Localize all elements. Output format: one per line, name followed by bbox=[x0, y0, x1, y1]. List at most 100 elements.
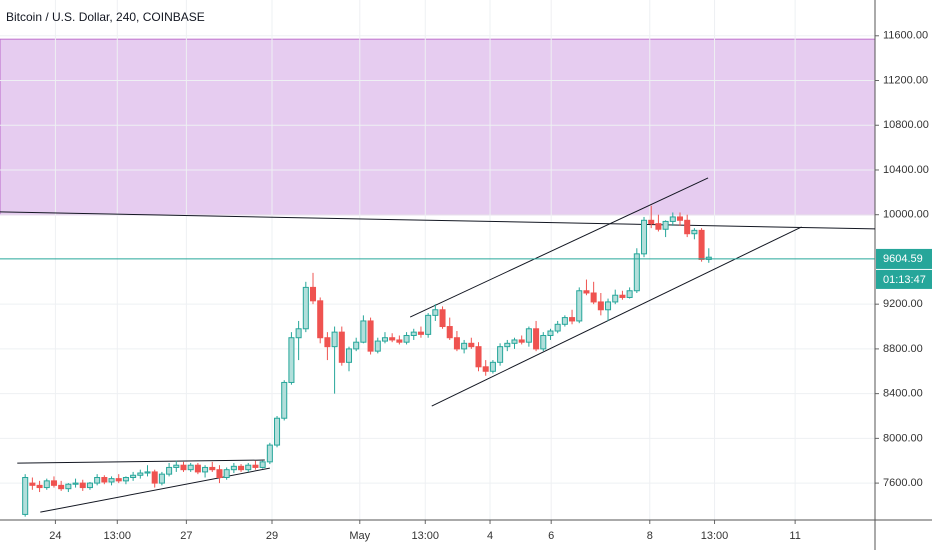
candle-body bbox=[446, 326, 453, 339]
candle-body bbox=[101, 477, 108, 483]
candle-body bbox=[381, 337, 388, 342]
candle-body bbox=[130, 474, 137, 479]
candle-body bbox=[223, 469, 230, 479]
candle-body bbox=[583, 290, 590, 294]
candle-body bbox=[367, 320, 374, 352]
candle-body bbox=[497, 346, 504, 363]
x-tick-label: 13:00 bbox=[701, 530, 729, 542]
candle-body bbox=[540, 334, 547, 350]
y-tick-label: 8400.00 bbox=[883, 388, 923, 400]
candle-body bbox=[266, 444, 273, 463]
candle-body bbox=[180, 464, 187, 471]
candle-body bbox=[633, 253, 640, 292]
candle-body bbox=[461, 342, 468, 350]
trendline bbox=[0, 211, 876, 230]
x-tick-label: 6 bbox=[548, 530, 554, 542]
candle-body bbox=[590, 292, 597, 303]
y-tick-label: 10400.00 bbox=[883, 164, 929, 176]
trendline bbox=[431, 226, 802, 407]
candle-body bbox=[554, 323, 561, 332]
candle-body bbox=[259, 461, 266, 468]
candle-body bbox=[482, 366, 489, 372]
candle-body bbox=[151, 471, 158, 484]
candle-body bbox=[684, 219, 691, 235]
x-tick-label: May bbox=[349, 530, 370, 542]
candle-body bbox=[72, 482, 79, 485]
candle-body bbox=[489, 361, 496, 372]
y-tick-label: 11600.00 bbox=[883, 30, 928, 42]
candle-body bbox=[281, 381, 288, 419]
candle-body bbox=[396, 339, 403, 343]
y-tick-label: 11200.00 bbox=[883, 74, 928, 86]
trendline bbox=[17, 459, 265, 464]
trendline bbox=[409, 177, 709, 318]
candle-body bbox=[432, 309, 439, 316]
candle-body bbox=[475, 346, 482, 368]
candle-body bbox=[619, 294, 626, 298]
candle-body bbox=[22, 477, 29, 515]
candle-body bbox=[626, 290, 633, 298]
candle-body bbox=[94, 477, 101, 484]
last-price-label: 9604.59 bbox=[883, 253, 923, 265]
candle-body bbox=[576, 290, 583, 322]
candle-body bbox=[511, 339, 518, 344]
resistance-zone bbox=[0, 38, 876, 216]
candle-body bbox=[295, 328, 302, 339]
candle-body bbox=[439, 309, 446, 328]
candle-body bbox=[533, 328, 540, 350]
candle-body bbox=[36, 484, 43, 489]
candle-body bbox=[317, 300, 324, 339]
y-tick-label: 8800.00 bbox=[883, 343, 923, 355]
y-tick-label: 10000.00 bbox=[883, 209, 929, 221]
x-tick-label: 4 bbox=[487, 530, 493, 542]
x-tick-label: 8 bbox=[647, 530, 653, 542]
candle-body bbox=[86, 482, 93, 489]
candle-body bbox=[115, 478, 122, 482]
candle-body bbox=[597, 301, 604, 311]
candle-body bbox=[374, 340, 381, 352]
candle-body bbox=[216, 469, 223, 479]
candle-body bbox=[705, 256, 712, 260]
candle-body bbox=[468, 342, 475, 348]
candle-body bbox=[504, 342, 511, 348]
countdown-box bbox=[876, 269, 932, 289]
x-tick-label: 29 bbox=[266, 530, 278, 542]
candle-body bbox=[144, 471, 151, 474]
x-tick-label: 13:00 bbox=[412, 530, 440, 542]
candle-body bbox=[122, 477, 129, 482]
candle-body bbox=[29, 482, 36, 486]
candle-body bbox=[417, 331, 424, 335]
candle-body bbox=[230, 465, 237, 471]
y-tick-label: 7600.00 bbox=[883, 477, 923, 489]
candle-body bbox=[209, 466, 216, 471]
candle-body bbox=[662, 220, 669, 230]
candle-body bbox=[453, 337, 460, 350]
candle-body bbox=[324, 337, 331, 348]
candle-body bbox=[605, 301, 612, 311]
candle-body bbox=[360, 320, 367, 343]
y-tick-label: 10800.00 bbox=[883, 119, 929, 131]
candle-body bbox=[669, 216, 676, 222]
candle-body bbox=[389, 337, 396, 341]
candle-body bbox=[331, 331, 338, 348]
last-price-box bbox=[876, 248, 932, 269]
candle-body bbox=[518, 339, 525, 343]
candle-body bbox=[43, 480, 50, 489]
candle-body bbox=[410, 331, 417, 336]
candle-body bbox=[158, 473, 165, 484]
candle-body bbox=[612, 294, 619, 303]
candle-body bbox=[338, 331, 345, 363]
candle-body bbox=[403, 334, 410, 343]
candle-body bbox=[698, 229, 705, 260]
candle-body bbox=[425, 314, 432, 335]
x-tick-label: 24 bbox=[49, 530, 61, 542]
candle-body bbox=[640, 219, 648, 255]
candle-body bbox=[166, 466, 173, 475]
candle-body bbox=[648, 219, 655, 225]
candle-body bbox=[108, 478, 115, 483]
candle-body bbox=[50, 480, 57, 486]
candle-body bbox=[65, 483, 72, 490]
candle-body bbox=[309, 286, 317, 302]
candle-body bbox=[245, 464, 252, 471]
